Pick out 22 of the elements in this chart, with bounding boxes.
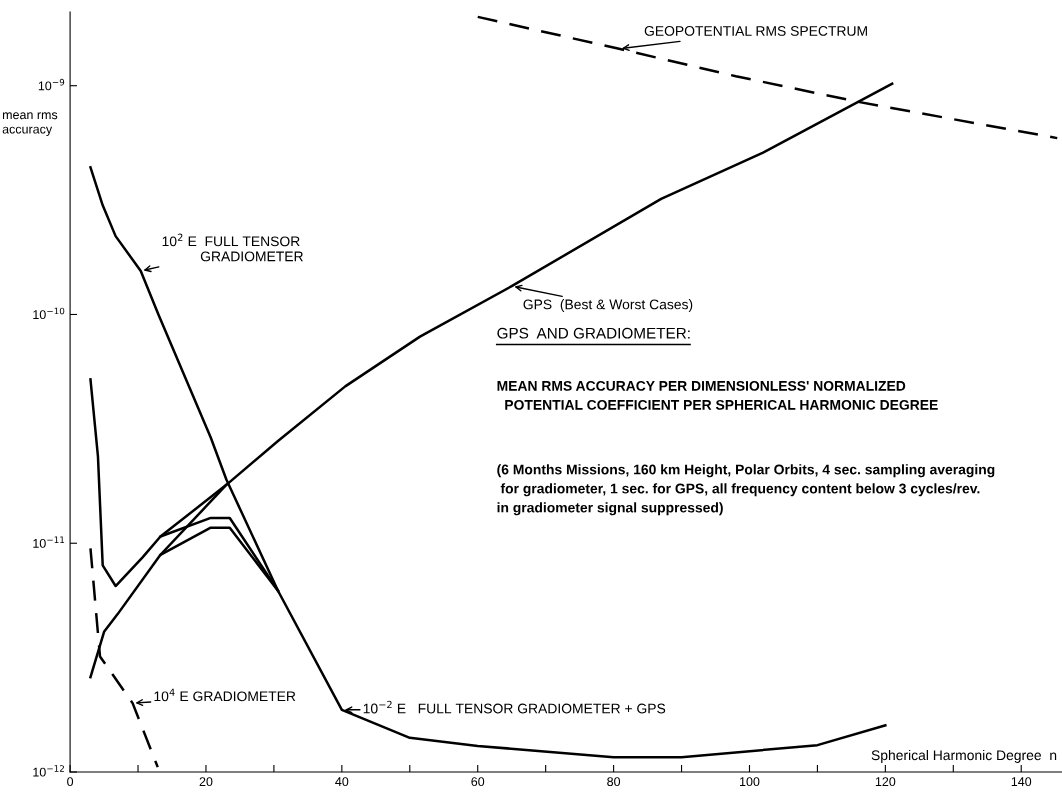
annotation: 10$^{4}$ E GRADIOMETER xyxy=(154,688,296,702)
x-tick-label: 120 xyxy=(875,777,896,787)
x-tick-label: 80 xyxy=(607,777,621,787)
annotation: GPS (Best & Worst Cases) xyxy=(523,299,693,313)
annotation: MEAN RMS ACCURACY PER DIMENSIONLESS' NORMALIZED POTENTIAL COEFFICIENT PER SPHERICAL HARMONIC DEGREE xyxy=(497,380,938,410)
y-tick-label: 10$^{−10}$ xyxy=(33,307,65,320)
annotation: 10$^{2}$ E FULL TENSOR GRADIOMETER xyxy=(162,233,303,262)
x-axis-title: Spherical Harmonic Degree n xyxy=(871,749,1057,763)
x-tick-label: 60 xyxy=(471,777,485,787)
x-tick-label: 100 xyxy=(740,777,760,787)
y-tick-label: 10$^{−9}$ xyxy=(38,78,65,91)
annotation: (6 Months Missions, 160 km Height, Polar Orbits, 4 sec. sampling averaging for gradiometer, 1 sec. for GPS, all frequency content below 3 cycles/rev. in gradiometer signal suppressed) xyxy=(497,464,995,516)
x-tick-label: 140 xyxy=(1011,777,1032,787)
annotation: 10$^{−2}$ E FULL TENSOR GRADIOMETER + GPS xyxy=(363,700,666,714)
annotation: GEOPOTENTIAL RMS SPECTRUM xyxy=(644,26,867,36)
y-axis-title: mean rms accuracy xyxy=(2,112,58,136)
y-tick-label: 10$^{−12}$ xyxy=(33,765,64,777)
annotation: GPS AND GRADIOMETER: xyxy=(497,327,690,339)
x-tick-label: 0 xyxy=(67,777,74,787)
y-tick-label: 10$^{−11}$ xyxy=(33,536,65,548)
x-tick-label: 40 xyxy=(335,777,349,787)
x-tick-label: 20 xyxy=(199,777,213,787)
